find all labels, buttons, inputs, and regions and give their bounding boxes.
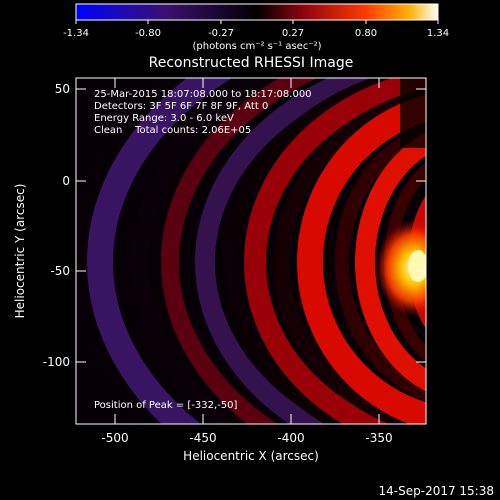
x-tick-label: -500 xyxy=(101,431,128,445)
y-tick-label: 50 xyxy=(55,82,70,96)
annotation-peak: Position of Peak = [-332,-50] xyxy=(94,400,238,411)
reconstructed-image xyxy=(76,78,426,424)
colorbar-tick-label: 0.80 xyxy=(355,28,377,39)
colorbar-tick-label: -0.27 xyxy=(208,28,234,39)
annotation-energy: Energy Range: 3.0 - 6.0 keV xyxy=(94,113,234,124)
x-tick-label: -350 xyxy=(365,431,392,445)
colorbar-tick-label: -1.34 xyxy=(63,28,89,39)
colorbar-ticks xyxy=(75,20,439,24)
footer-timestamp: 14-Sep-2017 15:38 xyxy=(379,484,494,498)
colorbar-tick-label: -0.80 xyxy=(135,28,161,39)
y-ticks xyxy=(76,88,426,363)
annotation-detectors: Detectors: 3F 5F 6F 7F 8F 9F, Att 0 xyxy=(94,101,268,112)
annotation-time: 25-Mar-2015 18:07:08.000 to 18:17:08.000 xyxy=(94,89,312,100)
y-tick-label: 0 xyxy=(62,174,70,188)
figure-title: Reconstructed RHESSI Image xyxy=(149,55,354,71)
colorbar xyxy=(76,4,438,20)
colorbar-tick-label: 0.27 xyxy=(282,28,304,39)
x-tick-label: -450 xyxy=(189,431,216,445)
y-tick-label: -100 xyxy=(43,355,70,369)
annotation-clean: Clean Total counts: 2.06E+05 xyxy=(94,125,251,136)
y-tick-label: -50 xyxy=(50,264,70,278)
colorbar-tick-label: 1.34 xyxy=(427,28,449,39)
y-axis-label: Heliocentric Y (arcsec) xyxy=(13,184,27,319)
x-axis-label: Heliocentric X (arcsec) xyxy=(183,449,319,463)
colorbar-unit-label: (photons cm⁻² s⁻¹ asec⁻²) xyxy=(192,41,321,52)
plot-frame xyxy=(75,77,427,425)
x-tick-label: -400 xyxy=(277,431,304,445)
x-ticks xyxy=(114,78,380,424)
